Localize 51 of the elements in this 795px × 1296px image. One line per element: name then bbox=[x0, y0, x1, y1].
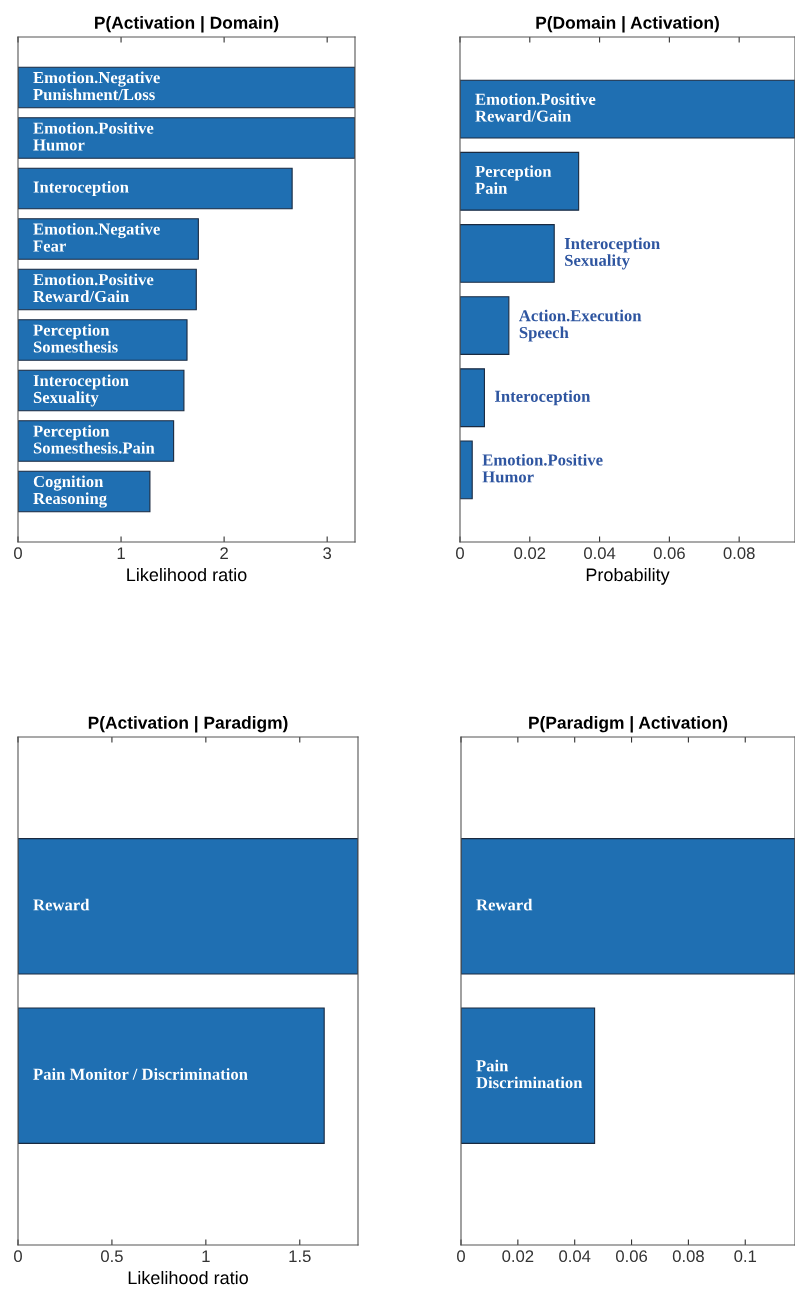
x-tick-label: 0 bbox=[457, 1250, 465, 1263]
x-axis-title: Likelihood ratio bbox=[128, 1270, 248, 1285]
bar bbox=[18, 218, 199, 260]
x-tick-label: 0 bbox=[456, 547, 464, 560]
x-tick-label: 0 bbox=[14, 1250, 22, 1263]
category-label: Emotion.Negative Fear bbox=[33, 222, 160, 252]
bar bbox=[18, 167, 293, 210]
x-tick-label: 0.5 bbox=[100, 1250, 123, 1263]
bar bbox=[460, 368, 485, 428]
bar bbox=[460, 151, 580, 211]
x-axis-title: Likelihood ratio bbox=[127, 567, 247, 582]
category-label: Perception Somesthesis bbox=[33, 324, 118, 353]
category-label: Cognition Reasoning bbox=[33, 475, 107, 508]
chart-title: P(Domain | Activation) bbox=[536, 16, 719, 33]
x-tick-label: 3 bbox=[323, 547, 332, 560]
x-tick-label: 0.06 bbox=[653, 547, 685, 560]
category-label: Perception Somesthesis.Pain bbox=[33, 425, 155, 454]
x-tick-label: 0.04 bbox=[584, 547, 616, 560]
chart-title: P(Paradigm | Activation) bbox=[529, 716, 728, 733]
bar bbox=[460, 79, 795, 139]
x-tick-label: 2 bbox=[220, 547, 228, 559]
x-tick-label: 1 bbox=[202, 1250, 210, 1262]
bar bbox=[18, 319, 188, 361]
x-axis-title: Probability bbox=[586, 567, 670, 585]
y-tick-label: Pain Discrimination bbox=[476, 1059, 583, 1089]
bar bbox=[460, 296, 510, 355]
bar bbox=[18, 66, 355, 109]
x-tick-label: 1 bbox=[117, 547, 125, 559]
y-tick-label: Interoception bbox=[494, 390, 591, 406]
y-tick-label: Perception Pain bbox=[475, 165, 552, 194]
y-tick-label: Emotion.Positive Reward/Gain bbox=[475, 93, 596, 122]
chart-title: P(Activation | Domain) bbox=[95, 16, 279, 33]
x-tick-label: 0.08 bbox=[723, 547, 755, 560]
x-tick-label: 0.04 bbox=[559, 1250, 591, 1263]
x-tick-label: 0.02 bbox=[502, 1250, 534, 1263]
x-tick-label: 0.06 bbox=[615, 1250, 648, 1263]
y-tick-label: Pain Monitor / Discrimination bbox=[33, 1068, 248, 1080]
x-tick-label: 0.1 bbox=[734, 1250, 757, 1263]
y-tick-label: Action.Execution Speech bbox=[519, 309, 642, 342]
category-label: Emotion.Negative Punishment/Loss bbox=[33, 71, 160, 101]
bar bbox=[460, 224, 555, 283]
bar bbox=[460, 440, 473, 500]
x-tick-label: 0.02 bbox=[514, 547, 546, 560]
x-tick-label: 0.08 bbox=[672, 1250, 704, 1263]
x-tick-label: 1.5 bbox=[289, 1250, 311, 1263]
x-tick-label: 0 bbox=[14, 547, 22, 560]
y-tick-label: Reward bbox=[33, 898, 90, 911]
bar bbox=[18, 117, 355, 159]
chart-title: P(Activation | Paradigm) bbox=[88, 716, 288, 733]
y-tick-label: Emotion.Positive Humor bbox=[482, 453, 603, 483]
y-tick-label: Reward bbox=[476, 898, 533, 911]
